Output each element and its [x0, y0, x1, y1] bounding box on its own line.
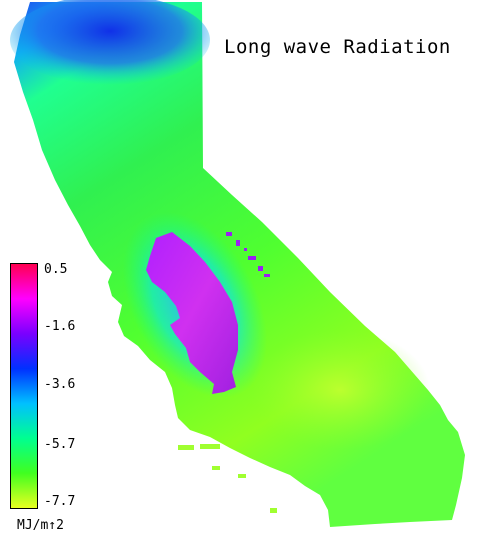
- legend-unit: MJ/m↑2: [17, 518, 64, 533]
- south-dry-region: [250, 330, 430, 450]
- north-cold-region: [10, 0, 210, 85]
- legend-tick-min: -7.7: [44, 494, 76, 509]
- color-scale-bar: [10, 263, 38, 509]
- legend-tick-4: -5.7: [44, 437, 76, 452]
- legend-tick-max: 0.5: [44, 262, 68, 277]
- map-title: Long wave Radiation: [224, 36, 451, 58]
- central-valley-region: [146, 232, 238, 394]
- legend-tick-2: -1.6: [44, 319, 76, 334]
- legend-tick-3: -3.6: [44, 377, 76, 392]
- sierra-speckles: [226, 232, 270, 277]
- channel-islands: [178, 444, 277, 513]
